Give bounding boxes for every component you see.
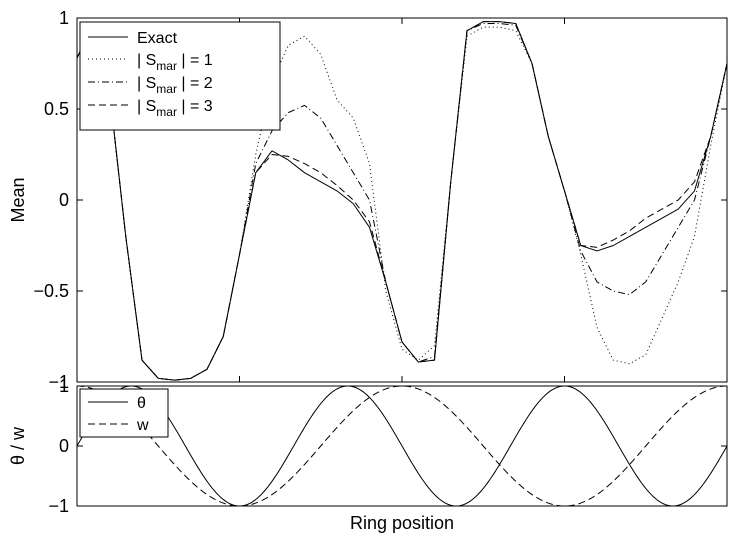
bottom-series-line-1 xyxy=(77,386,727,506)
top-ytick-label: −1 xyxy=(48,372,69,392)
bottom-legend-box xyxy=(79,388,169,438)
top-ytick-label: −0.5 xyxy=(33,281,69,301)
top-ytick-label: 0 xyxy=(59,190,69,210)
top-series-group xyxy=(77,21,727,381)
bottom-ylabel: θ / w xyxy=(8,426,28,465)
legend-label-w: w xyxy=(136,417,149,434)
legend-label-smar1: | Smar | = 1 xyxy=(137,52,213,73)
top-legend-box xyxy=(79,21,281,131)
bottom-xlabel: Ring position xyxy=(350,513,454,533)
bottom-legend: θ w xyxy=(79,388,169,438)
legend-label-smar3: | Smar | = 3 xyxy=(137,98,213,119)
top-ytick-label: 0.5 xyxy=(44,99,69,119)
bottom-series-group xyxy=(77,386,727,506)
top-ytick-label: 1 xyxy=(59,8,69,28)
top-series-line-3 xyxy=(77,21,727,381)
legend-label-exact: Exact xyxy=(137,30,178,47)
top-ylabel: Mean xyxy=(8,177,28,222)
bottom-ytick-label: −1 xyxy=(48,496,69,516)
bottom-ytick-label: 1 xyxy=(59,376,69,396)
legend-label-smar2: | Smar | = 2 xyxy=(137,75,213,96)
legend-label-theta: θ xyxy=(137,395,146,412)
bottom-series-line-0 xyxy=(77,386,727,506)
bottom-ytick-label: 0 xyxy=(59,436,69,456)
top-legend: Exact | Smar | = 1 | Smar | = 2 | Smar |… xyxy=(79,21,281,131)
